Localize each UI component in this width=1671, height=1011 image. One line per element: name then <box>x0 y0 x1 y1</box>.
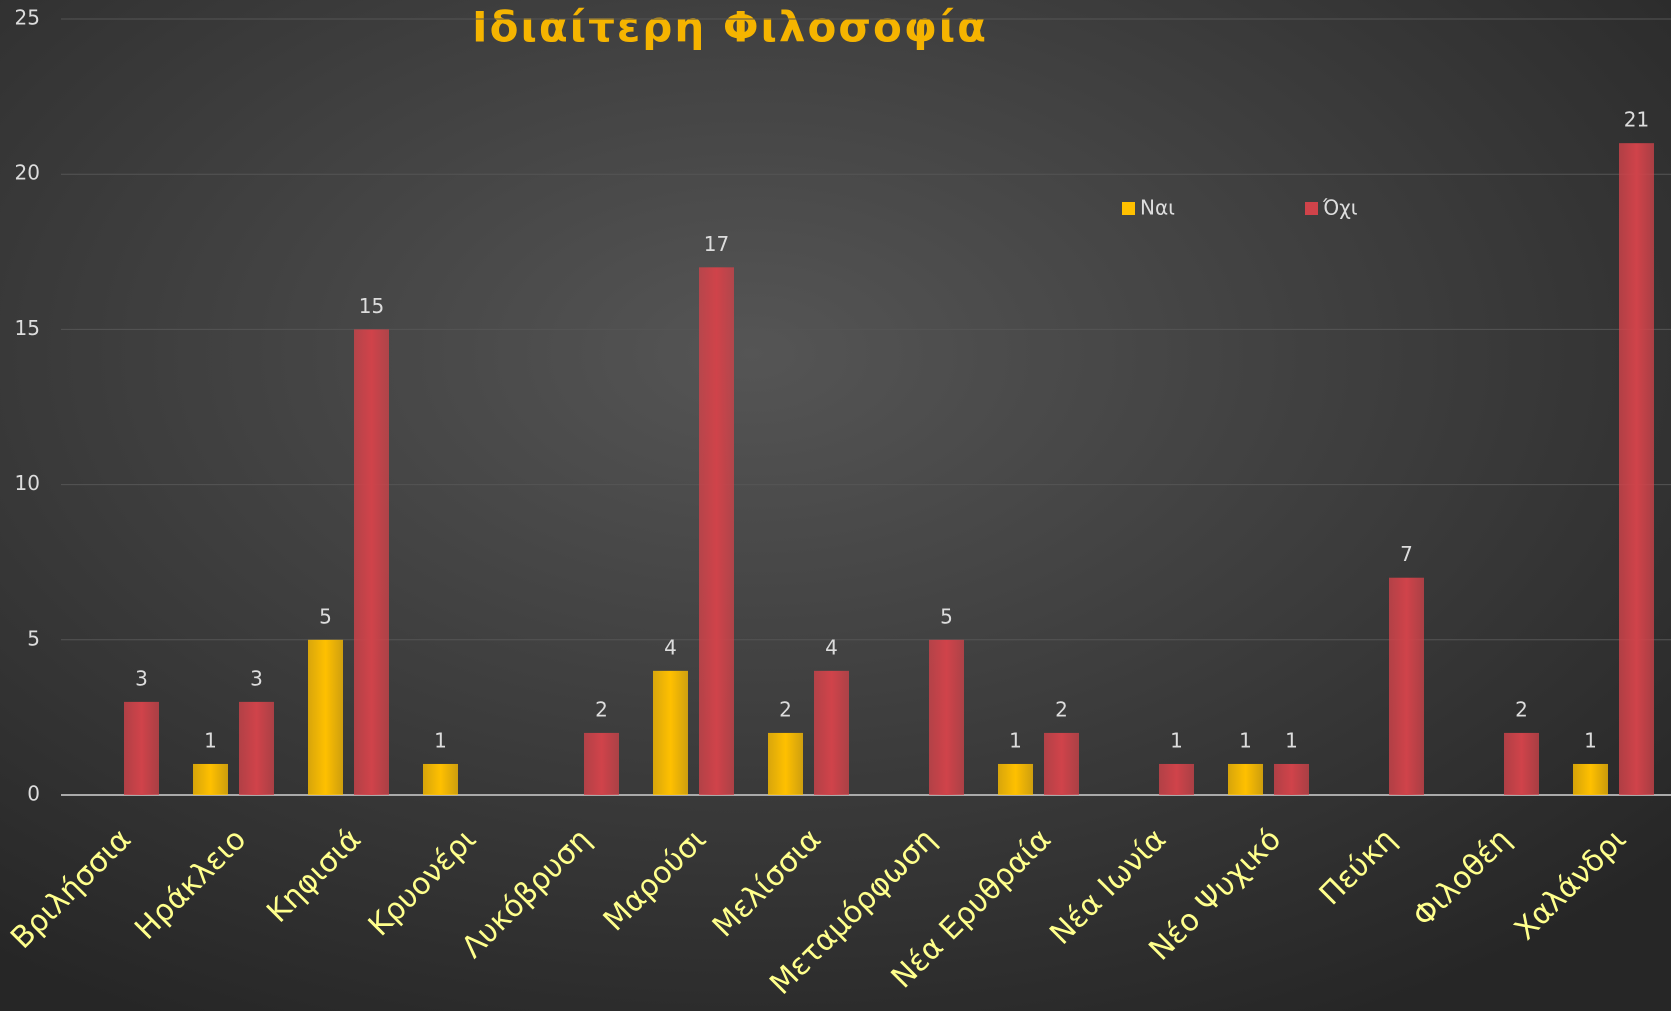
bar <box>584 732 619 795</box>
data-label: 1 <box>434 728 447 752</box>
data-label: 17 <box>704 232 729 256</box>
bar <box>1573 763 1608 795</box>
bar <box>1504 732 1539 795</box>
bar <box>354 329 389 795</box>
bar <box>1274 763 1309 795</box>
data-label: 3 <box>250 666 263 690</box>
bar <box>124 701 159 795</box>
data-label: 5 <box>940 604 953 628</box>
bar <box>699 267 734 795</box>
chart-title: Ιδιαίτερη Φιλοσοφία <box>472 3 988 52</box>
bar <box>308 639 343 795</box>
bar <box>768 732 803 795</box>
y-tick-label: 10 <box>15 471 40 495</box>
legend-marker <box>1305 202 1318 215</box>
bar <box>998 763 1033 795</box>
bar <box>814 670 849 795</box>
legend-label: Όχι <box>1322 196 1358 220</box>
data-label: 5 <box>319 604 332 628</box>
bar <box>239 701 274 795</box>
bar <box>1159 763 1194 795</box>
y-tick-label: 5 <box>27 626 40 650</box>
data-label: 2 <box>779 697 792 721</box>
data-label: 2 <box>595 697 608 721</box>
data-label: 1 <box>204 728 217 752</box>
data-label: 1 <box>1009 728 1022 752</box>
bar <box>1228 763 1263 795</box>
data-label: 2 <box>1055 697 1068 721</box>
y-tick-label: 15 <box>15 316 40 340</box>
data-label: 1 <box>1285 728 1298 752</box>
data-label: 1 <box>1239 728 1252 752</box>
data-label: 1 <box>1584 728 1597 752</box>
bar <box>423 763 458 795</box>
bar <box>1619 143 1654 795</box>
bar <box>1389 577 1424 795</box>
data-label: 2 <box>1515 697 1528 721</box>
data-label: 1 <box>1170 728 1183 752</box>
bar <box>1044 732 1079 795</box>
legend-label: Ναι <box>1140 196 1175 220</box>
y-tick-label: 25 <box>15 6 40 30</box>
bar <box>929 639 964 795</box>
data-label: 21 <box>1624 108 1649 132</box>
data-label: 3 <box>135 666 148 690</box>
legend-marker <box>1122 202 1135 215</box>
data-label: 4 <box>825 635 838 659</box>
data-label: 15 <box>359 294 384 318</box>
data-label: 7 <box>1400 542 1413 566</box>
y-tick-label: 0 <box>27 782 40 806</box>
bar <box>193 763 228 795</box>
data-label: 4 <box>664 635 677 659</box>
y-tick-label: 20 <box>15 161 40 185</box>
bar <box>653 670 688 795</box>
